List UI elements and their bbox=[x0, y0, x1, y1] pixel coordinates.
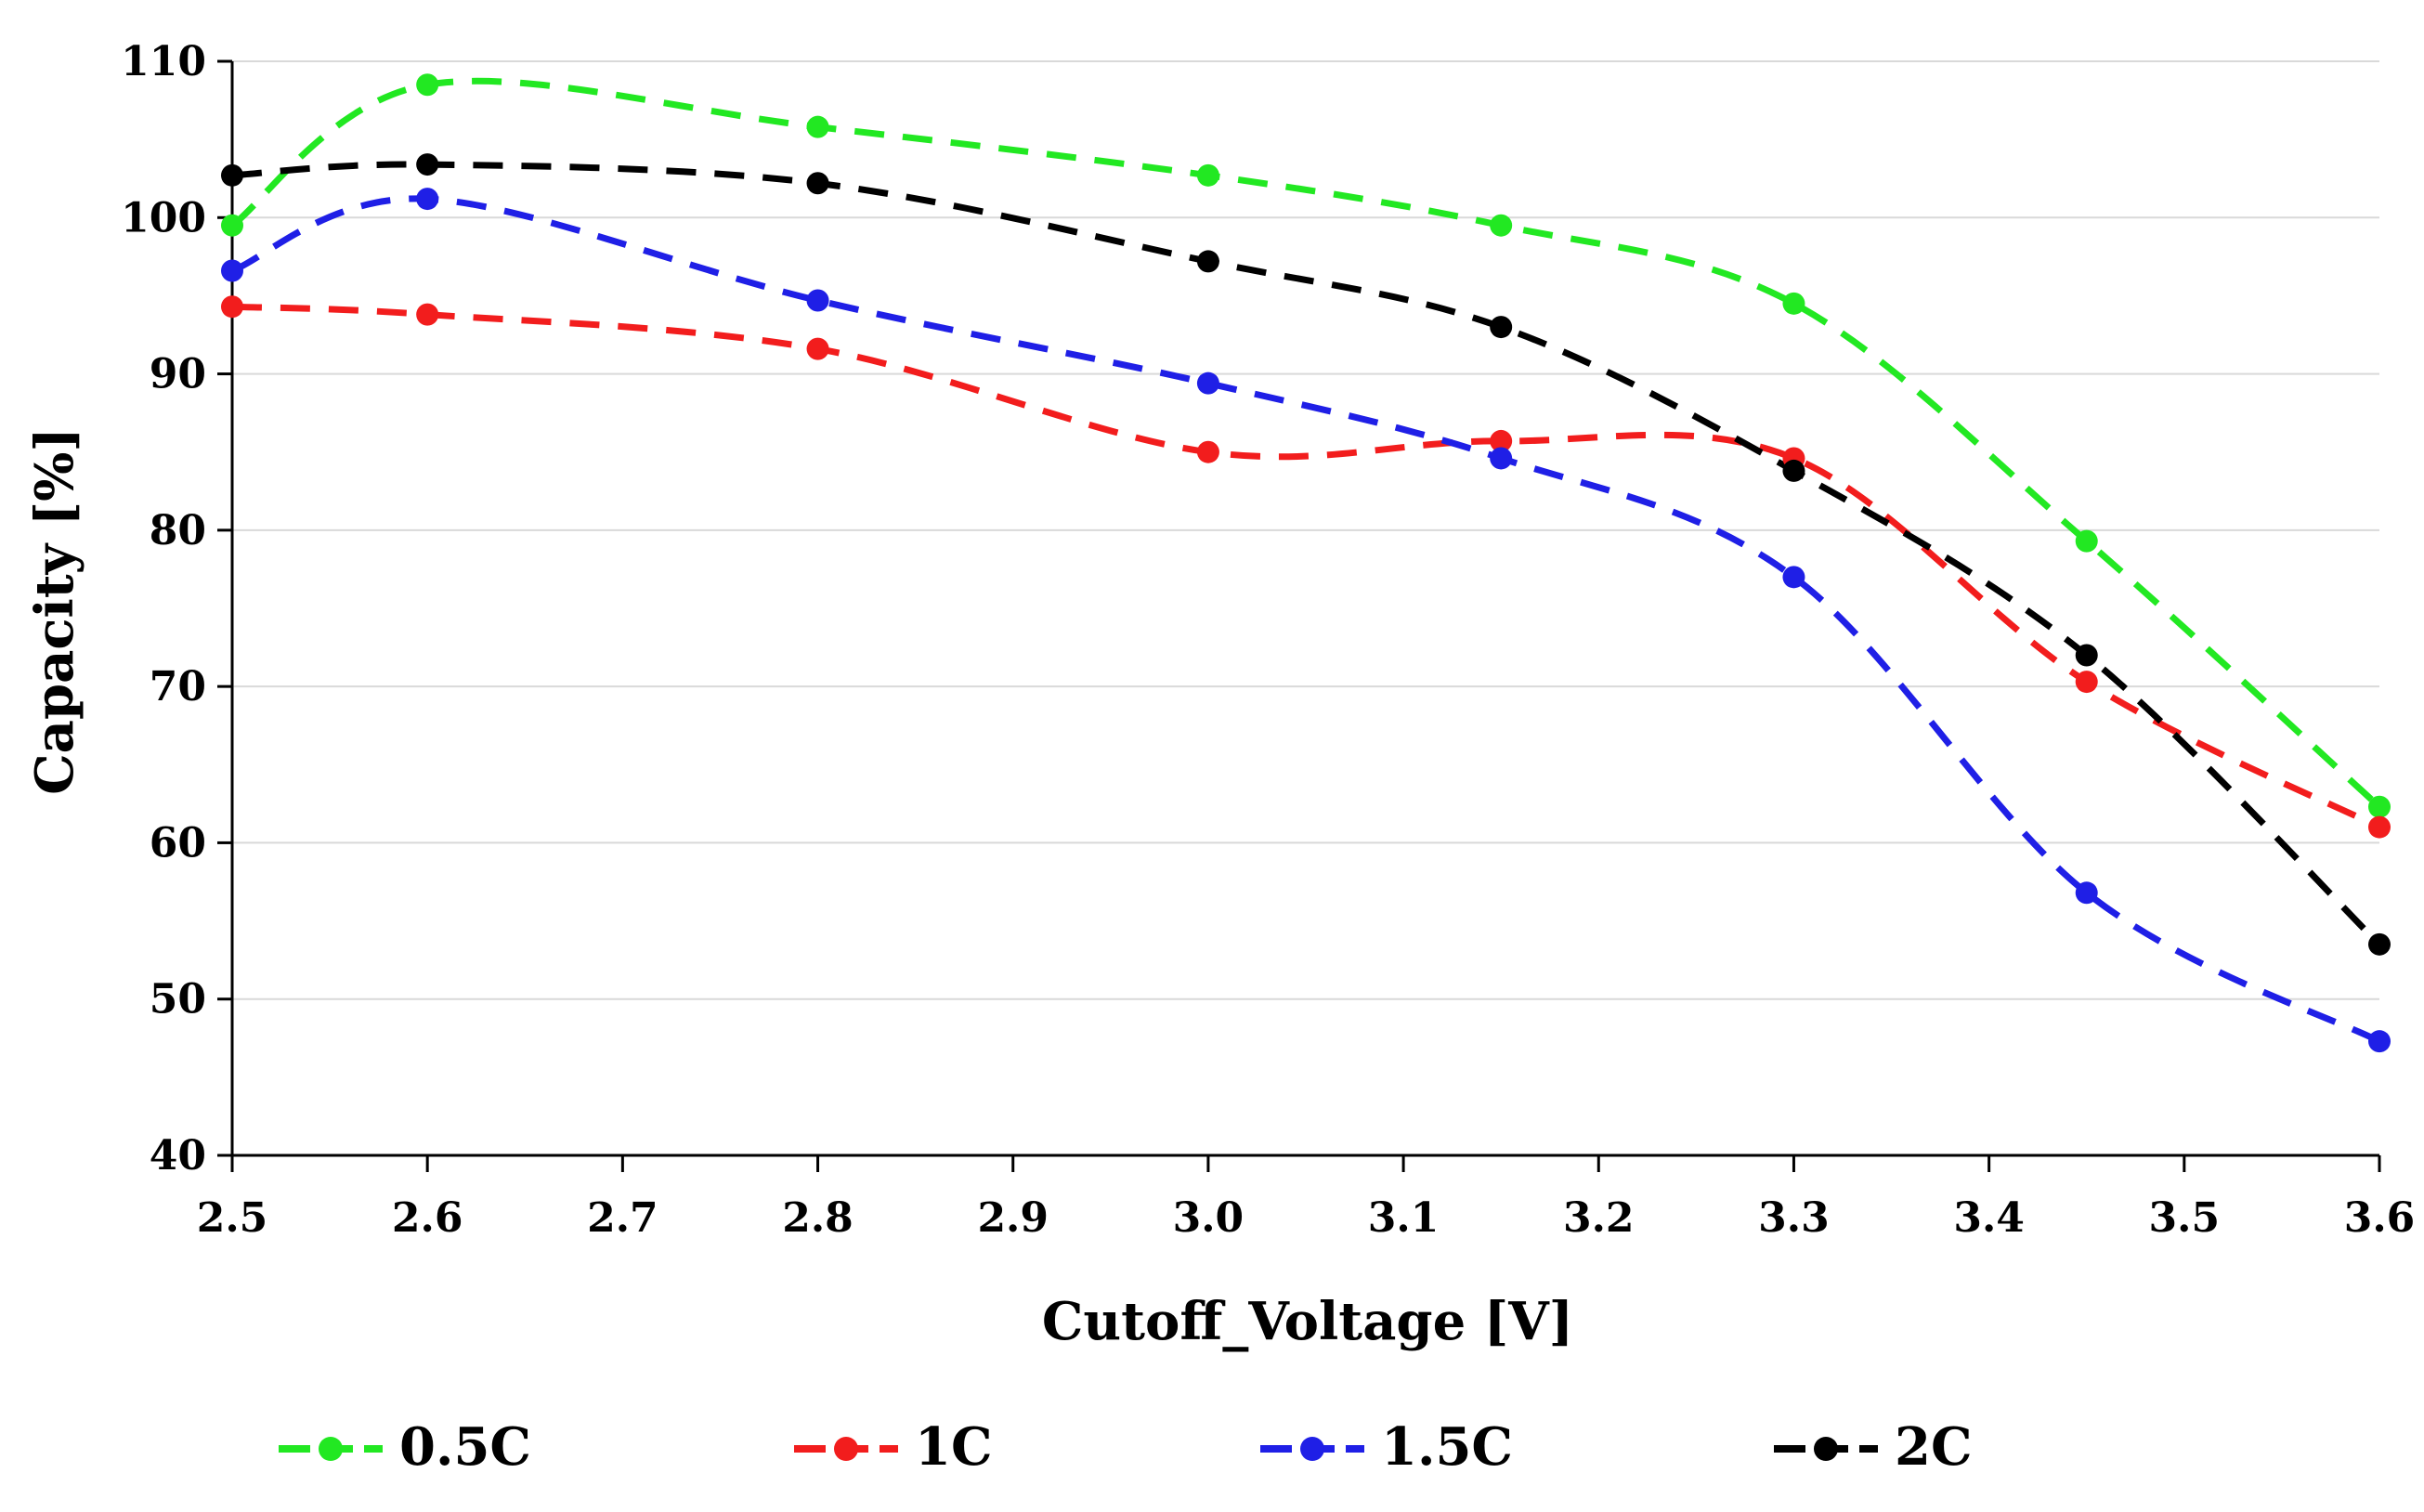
legend-item-1.5C: 1.5C bbox=[1260, 1416, 1513, 1478]
data-point-1.5C-2.6 bbox=[416, 188, 439, 211]
series-line-0.5C bbox=[229, 77, 2382, 810]
data-point-1.5C-3 bbox=[1196, 371, 1219, 395]
y-tick-label: 100 bbox=[121, 194, 206, 241]
legend-label: 1.5C bbox=[1381, 1416, 1513, 1478]
y-tick-labels: 40 50 60 70 80 90 100 110 bbox=[121, 38, 206, 1180]
data-point-2C-2.6 bbox=[416, 153, 439, 176]
series-lines bbox=[229, 77, 2382, 1045]
legend-label: 1C bbox=[915, 1416, 993, 1478]
x-tick-label: 3.1 bbox=[1368, 1194, 1440, 1242]
data-point-0.5C-2.8 bbox=[806, 115, 829, 138]
data-point-1C-2.5 bbox=[221, 295, 243, 319]
data-point-2C-3.6 bbox=[2368, 932, 2391, 956]
y-tick-label: 70 bbox=[150, 663, 206, 710]
data-point-1.5C-3.45 bbox=[2075, 881, 2098, 905]
data-point-2C-3.3 bbox=[1782, 459, 1805, 482]
x-tick-label: 3.0 bbox=[1173, 1194, 1245, 1242]
data-point-1.5C-3.15 bbox=[1490, 447, 1513, 470]
y-tick-label: 110 bbox=[121, 38, 206, 85]
x-tick-label: 2.8 bbox=[782, 1194, 854, 1242]
data-point-1C-3.45 bbox=[2075, 671, 2098, 694]
y-tick-label: 60 bbox=[150, 819, 206, 867]
y-tick-label: 90 bbox=[150, 351, 206, 398]
legend-label: 2C bbox=[1895, 1416, 1973, 1478]
data-point-0.5C-3 bbox=[1196, 163, 1219, 187]
data-point-1C-2.6 bbox=[416, 303, 439, 326]
data-point-1C-3.15 bbox=[1490, 429, 1513, 452]
data-point-2C-2.5 bbox=[221, 163, 243, 187]
data-point-1C-3.6 bbox=[2368, 815, 2391, 839]
legend-swatch-marker bbox=[319, 1437, 343, 1461]
legend-swatch-marker bbox=[1814, 1437, 1838, 1461]
series-line-1.5C bbox=[230, 195, 2381, 1045]
series-markers bbox=[221, 73, 2391, 1053]
legend-swatch-marker bbox=[834, 1437, 858, 1461]
data-point-2C-3 bbox=[1196, 250, 1219, 273]
x-tick-label: 2.7 bbox=[587, 1194, 658, 1242]
data-point-1C-2.8 bbox=[806, 337, 829, 360]
data-point-1C-3 bbox=[1196, 440, 1219, 463]
data-point-1.5C-2.8 bbox=[806, 289, 829, 312]
x-tick-label: 3.5 bbox=[2149, 1194, 2221, 1242]
x-tick-label: 3.3 bbox=[1758, 1194, 1830, 1242]
axes bbox=[217, 59, 2381, 1172]
data-point-2C-3.15 bbox=[1490, 316, 1513, 339]
series-line-1C bbox=[231, 303, 2381, 830]
legend-item-2C: 2C bbox=[1774, 1416, 1973, 1478]
data-point-1.5C-2.5 bbox=[221, 259, 243, 282]
data-point-2C-2.8 bbox=[806, 172, 829, 195]
data-point-2C-3.45 bbox=[2075, 644, 2098, 667]
y-tick-label: 50 bbox=[150, 976, 206, 1023]
data-point-1.5C-3.6 bbox=[2368, 1030, 2391, 1053]
x-tick-label: 2.6 bbox=[392, 1194, 463, 1242]
data-point-1.5C-3.3 bbox=[1782, 566, 1805, 589]
x-tick-label: 2.5 bbox=[197, 1194, 268, 1242]
data-point-0.5C-2.6 bbox=[416, 73, 439, 97]
y-tick-label: 80 bbox=[150, 507, 206, 554]
y-axis-title: Capacity [%] bbox=[24, 427, 85, 795]
legend-item-1C: 1C bbox=[794, 1416, 993, 1478]
grid-lines bbox=[232, 60, 2379, 1000]
legend-swatch-marker bbox=[1300, 1437, 1324, 1461]
legend-label: 0.5C bbox=[399, 1416, 531, 1478]
y-tick-label: 40 bbox=[150, 1132, 206, 1180]
x-tick-label: 3.2 bbox=[1563, 1194, 1635, 1242]
series-line-2C bbox=[231, 161, 2382, 947]
x-tick-label: 3.6 bbox=[2344, 1194, 2416, 1242]
data-point-0.5C-3.15 bbox=[1490, 214, 1513, 237]
legend: 0.5C 1C 1.5C 2C bbox=[279, 1416, 1973, 1478]
x-tick-labels: 2.5 2.6 2.7 2.8 2.9 3.0 3.1 3.2 3.3 3.4 3.5 3.6 bbox=[197, 1194, 2416, 1242]
x-tick-label: 3.4 bbox=[1953, 1194, 2025, 1242]
legend-item-0.5C: 0.5C bbox=[279, 1416, 531, 1478]
data-point-0.5C-3.45 bbox=[2075, 529, 2098, 553]
data-point-0.5C-3.6 bbox=[2368, 795, 2391, 818]
data-point-0.5C-2.5 bbox=[221, 214, 243, 237]
x-axis-title: Cutoff_Voltage [V] bbox=[1042, 1291, 1573, 1352]
data-point-0.5C-3.3 bbox=[1782, 292, 1805, 315]
x-tick-label: 2.9 bbox=[977, 1194, 1049, 1242]
